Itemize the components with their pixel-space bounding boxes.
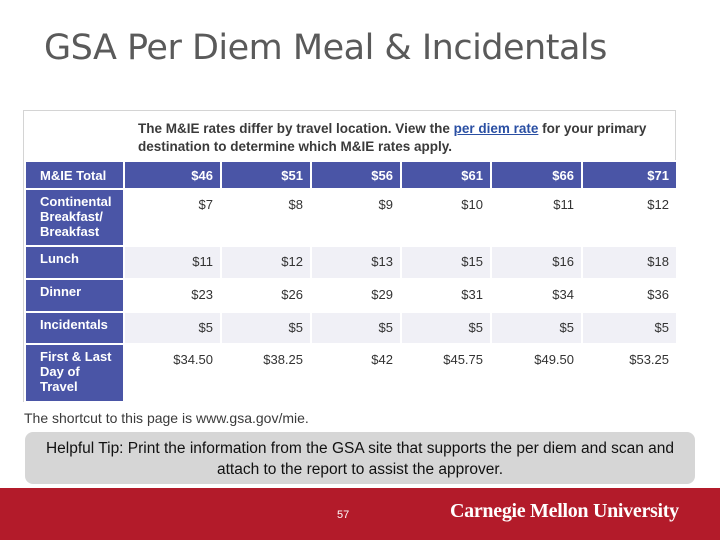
shortcut-text: The shortcut to this page is www.gsa.gov… bbox=[24, 410, 309, 426]
table-cell: $29 bbox=[310, 278, 402, 313]
table-cell: $45.75 bbox=[400, 343, 492, 403]
table-cell: $10 bbox=[400, 188, 492, 247]
header-cell: $51 bbox=[220, 160, 312, 190]
table-header-row: M&IE Total $46 $51 $56 $61 $66 $71 bbox=[24, 160, 678, 190]
table-cell: $23 bbox=[123, 278, 222, 313]
note-text-prefix: The M&IE rates differ by travel location… bbox=[138, 121, 454, 136]
header-cell: $71 bbox=[581, 160, 678, 190]
table-cell: $34 bbox=[490, 278, 583, 313]
table-row-first-last-day: First & Last Day of Travel $34.50 $38.25… bbox=[24, 343, 678, 403]
table-cell: $53.25 bbox=[581, 343, 678, 403]
row-label-incidentals: Incidentals bbox=[24, 311, 125, 345]
footer-bar: 57 Carnegie Mellon University bbox=[0, 488, 720, 540]
table-cell: $12 bbox=[220, 245, 312, 280]
table-cell: $5 bbox=[310, 311, 402, 345]
table-cell: $13 bbox=[310, 245, 402, 280]
cmu-logo: Carnegie Mellon University bbox=[450, 500, 679, 522]
table-cell: $36 bbox=[581, 278, 678, 313]
row-label-dinner: Dinner bbox=[24, 278, 125, 313]
table-cell: $26 bbox=[220, 278, 312, 313]
page-number: 57 bbox=[337, 509, 350, 521]
row-label-lunch: Lunch bbox=[24, 245, 125, 280]
row-label-mie-total: M&IE Total bbox=[24, 160, 125, 190]
table-cell: $7 bbox=[123, 188, 222, 247]
rates-note: The M&IE rates differ by travel location… bbox=[138, 120, 675, 156]
header-cell: $56 bbox=[310, 160, 402, 190]
table-cell: $12 bbox=[581, 188, 678, 247]
slide-title: GSA Per Diem Meal & Incidentals bbox=[44, 28, 607, 68]
table-cell: $38.25 bbox=[220, 343, 312, 403]
row-label-breakfast: Continental Breakfast/ Breakfast bbox=[24, 188, 125, 247]
helpful-tip-box: Helpful Tip: Print the information from … bbox=[25, 432, 695, 484]
table-row-incidentals: Incidentals $5 $5 $5 $5 $5 $5 bbox=[24, 311, 678, 345]
header-cell: $46 bbox=[123, 160, 222, 190]
table-cell: $5 bbox=[220, 311, 312, 345]
per-diem-rate-link[interactable]: per diem rate bbox=[453, 121, 539, 136]
table-cell: $16 bbox=[490, 245, 583, 280]
table-row-lunch: Lunch $11 $12 $13 $15 $16 $18 bbox=[24, 245, 678, 280]
table-row-breakfast: Continental Breakfast/ Breakfast $7 $8 $… bbox=[24, 188, 678, 247]
table-cell: $5 bbox=[490, 311, 583, 345]
table-cell: $11 bbox=[490, 188, 583, 247]
table-cell: $5 bbox=[400, 311, 492, 345]
header-cell: $66 bbox=[490, 160, 583, 190]
table-cell: $5 bbox=[123, 311, 222, 345]
table-cell: $49.50 bbox=[490, 343, 583, 403]
table-cell: $42 bbox=[310, 343, 402, 403]
table-cell: $8 bbox=[220, 188, 312, 247]
mie-rates-table: M&IE Total $46 $51 $56 $61 $66 $71 Conti… bbox=[24, 160, 678, 403]
table-row-dinner: Dinner $23 $26 $29 $31 $34 $36 bbox=[24, 278, 678, 313]
gsa-rates-screenshot: The M&IE rates differ by travel location… bbox=[23, 110, 678, 403]
header-cell: $61 bbox=[400, 160, 492, 190]
table-cell: $18 bbox=[581, 245, 678, 280]
table-cell: $34.50 bbox=[123, 343, 222, 403]
table-cell: $15 bbox=[400, 245, 492, 280]
table-cell: $11 bbox=[123, 245, 222, 280]
table-cell: $31 bbox=[400, 278, 492, 313]
table-cell: $9 bbox=[310, 188, 402, 247]
table-cell: $5 bbox=[581, 311, 678, 345]
note-text-suffix: for your primary destination to determin… bbox=[138, 121, 647, 154]
row-label-first-last-day: First & Last Day of Travel bbox=[24, 343, 125, 403]
